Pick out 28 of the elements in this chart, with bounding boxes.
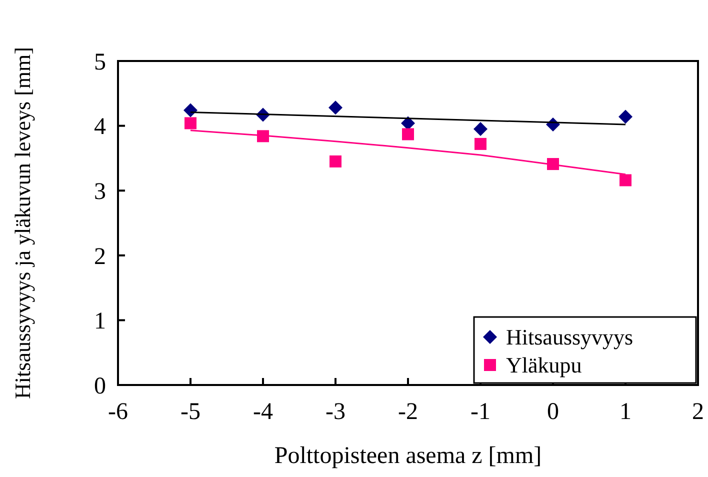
point [620, 174, 632, 186]
point [402, 128, 414, 140]
point [618, 110, 632, 124]
x-tick-label: -2 [398, 399, 418, 425]
x-tick-label: 1 [620, 399, 632, 425]
legend-label: Yläkupu [506, 352, 582, 378]
x-tick-label: -5 [180, 399, 200, 425]
y-tick-label: 3 [94, 179, 106, 205]
y-tick-label: 0 [94, 373, 106, 400]
point [328, 100, 342, 115]
point [184, 103, 198, 118]
x-tick-label: -6 [108, 399, 128, 425]
y-tick-label: 1 [94, 308, 106, 335]
point [330, 155, 342, 168]
y-tick-label: 4 [94, 114, 106, 140]
x-tick-label: -1 [470, 399, 490, 425]
point [184, 117, 196, 130]
y-tick-label: 5 [94, 49, 106, 76]
y-axis-title: Hitsaussyvyys ja yläkuvun leveys [mm] [10, 47, 35, 399]
x-tick-label: -4 [253, 399, 273, 425]
x-axis-title: Polttopisteen asema z [mm] [274, 443, 542, 469]
point [474, 122, 488, 136]
y-tick-label: 2 [94, 244, 106, 270]
point [474, 138, 486, 150]
legend-label: Hitsaussyvyys [506, 324, 634, 350]
x-tick-label: 2 [692, 399, 704, 425]
x-tick-label: -3 [326, 399, 346, 425]
x-tick-label: 0 [547, 399, 559, 425]
